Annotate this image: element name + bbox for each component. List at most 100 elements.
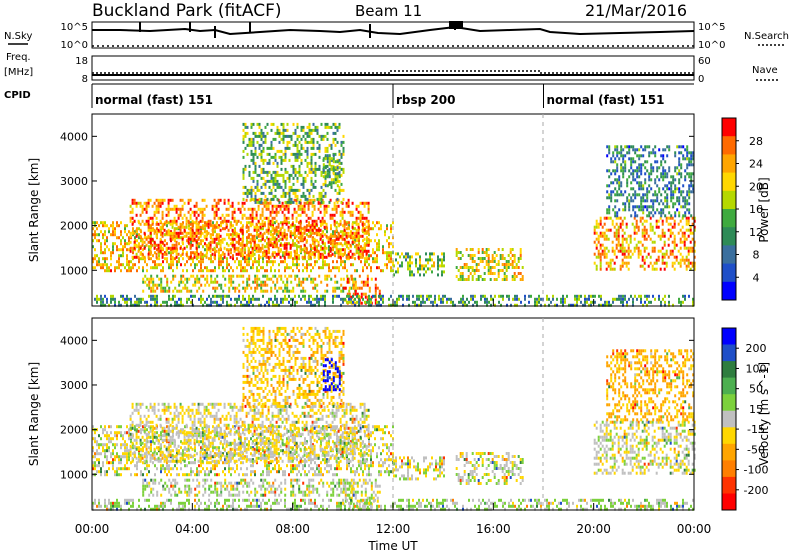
- power-colorbar-label: Power [dB]: [757, 177, 771, 242]
- colorbar-tick-label: 8: [753, 249, 760, 262]
- noise-right-tick-high: 10^5: [698, 22, 725, 33]
- colorbar-tick-label: 4: [753, 271, 760, 284]
- colorbar-tick-label: 15: [749, 403, 763, 416]
- velocity-echo-region: [142, 478, 357, 497]
- colorbar-swatch: [722, 209, 736, 228]
- freq-panel: Freq. [MHz] 18 8 60 0 Nave: [4, 52, 778, 85]
- x-axis-label: Time UT: [367, 539, 418, 553]
- power-echo-region: [94, 294, 694, 307]
- y-tick-label: 4000: [60, 130, 88, 143]
- colorbar-swatch: [722, 281, 736, 301]
- velocity-echo-region: [322, 358, 341, 392]
- velocity-echo-region: [129, 402, 370, 463]
- velocity-echo-region: [593, 420, 696, 475]
- power-echo-region: [129, 198, 370, 259]
- colorbar-tick-label: 50: [749, 383, 763, 396]
- colorbar-swatch: [722, 476, 736, 494]
- velocity-echo-region: [393, 456, 445, 481]
- date-title: 21/Mar/2016: [585, 1, 687, 20]
- beam-title: Beam 11: [355, 2, 422, 20]
- colorbar-tick-label: -100: [744, 464, 769, 477]
- colorbar-swatch: [722, 118, 736, 137]
- y-tick-label: 1000: [60, 264, 88, 277]
- colorbar-swatch: [722, 460, 736, 478]
- y-tick-label: 2000: [60, 220, 88, 233]
- n-sky-label: N.Sky: [4, 31, 32, 42]
- colorbar-tick-label: 28: [749, 135, 763, 148]
- colorbar-swatch: [722, 172, 736, 192]
- colorbar-swatch: [722, 227, 736, 246]
- power-echo-region: [322, 154, 341, 188]
- colorbar-swatch: [722, 328, 736, 345]
- cpid-label: CPID: [4, 90, 31, 101]
- x-tick-label: 20:00: [576, 522, 611, 536]
- colorbar-tick-label: 20: [749, 180, 763, 193]
- colorbar-tick-label: 100: [746, 362, 767, 375]
- y-tick-label: 3000: [60, 175, 88, 188]
- velocity-echo-region: [92, 498, 694, 511]
- velocity-colorbar-label: Velocity [m s^-1]: [757, 362, 771, 466]
- noise-left-tick-low: 10^0: [61, 40, 88, 51]
- colorbar-tick-label: -15: [747, 423, 765, 436]
- noise-left-tick-high: 10^5: [61, 22, 88, 33]
- velocity-echo-region: [606, 349, 695, 422]
- nave-tick-low: 0: [698, 74, 704, 85]
- power-y-label: Slant Range [km]: [27, 158, 41, 262]
- colorbar-tick-label: -50: [747, 443, 765, 456]
- noise-right-tick-low: 10^0: [698, 40, 725, 51]
- noise-panel: N.Sky 10^5 10^0 10^5 10^0 N.Search: [4, 21, 789, 51]
- power-echo-region: [455, 248, 524, 281]
- noise-sky-trace: [92, 25, 695, 36]
- colorbar-swatch: [722, 361, 736, 379]
- colorbar-tick-label: 16: [749, 203, 763, 216]
- x-tick-label: 00:00: [75, 522, 110, 536]
- n-search-label: N.Search: [744, 31, 789, 42]
- y-tick-label: 1000: [60, 468, 88, 481]
- colorbar-tick-label: -200: [744, 484, 769, 497]
- y-tick-label: 3000: [60, 379, 88, 392]
- cpid-segment-label: normal (fast) 151: [95, 93, 213, 107]
- colorbar-tick-label: 12: [749, 226, 763, 239]
- colorbar-swatch: [722, 154, 736, 174]
- nave-trace: [92, 70, 694, 74]
- freq-label-line1: Freq.: [6, 52, 31, 63]
- power-colorbar: 28 24 20 16 12 8 4: [721, 117, 763, 301]
- x-tick-label: 08:00: [275, 522, 310, 536]
- velocity-echo-region: [242, 326, 345, 408]
- x-tick-label: 16:00: [476, 522, 511, 536]
- cpid-segment-label: rbsp 200: [396, 93, 455, 107]
- colorbar-tick-label: 24: [749, 158, 763, 171]
- cpid-panel: CPID normal (fast) 151 rbsp 200 normal (fa…: [4, 83, 694, 108]
- velocity-colorbar: 200 100 50 15 -15 -50 -100 -200: [721, 327, 769, 511]
- power-echo-region: [142, 274, 357, 293]
- velocity-echo-region: [455, 452, 524, 485]
- colorbar-swatch: [722, 493, 736, 511]
- nave-label: Nave: [752, 65, 778, 76]
- velocity-y-label: Slant Range [km]: [27, 362, 41, 466]
- colorbar-swatch: [722, 136, 736, 155]
- x-tick-label: 00:00: [677, 522, 712, 536]
- x-tick-label: 12:00: [376, 522, 411, 536]
- colorbar-swatch: [722, 394, 736, 412]
- power-echo-region: [593, 216, 696, 271]
- freq-tick-high: 18: [75, 56, 88, 67]
- velocity-heatmap: [92, 326, 696, 511]
- colorbar-tick-label: 200: [746, 342, 767, 355]
- power-heatmap: [92, 122, 696, 307]
- power-echo-region: [393, 252, 445, 277]
- colorbar-swatch: [722, 245, 736, 265]
- y-tick-label: 2000: [60, 424, 88, 437]
- colorbar-swatch: [722, 377, 736, 395]
- cpid-segment-label: normal (fast) 151: [547, 93, 665, 107]
- colorbar-swatch: [722, 263, 736, 283]
- site-title: Buckland Park (fitACF): [92, 1, 282, 21]
- colorbar-swatch: [722, 190, 736, 210]
- power-echo-region: [606, 145, 695, 218]
- colorbar-swatch: [722, 410, 736, 428]
- colorbar-swatch: [722, 427, 736, 445]
- freq-label-line2: [MHz]: [4, 67, 33, 78]
- freq-tick-low: 8: [82, 74, 88, 85]
- y-tick-label: 4000: [60, 334, 88, 347]
- colorbar-swatch: [722, 443, 736, 461]
